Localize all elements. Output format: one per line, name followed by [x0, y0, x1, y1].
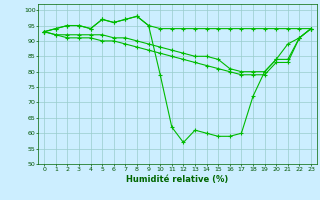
X-axis label: Humidité relative (%): Humidité relative (%) [126, 175, 229, 184]
